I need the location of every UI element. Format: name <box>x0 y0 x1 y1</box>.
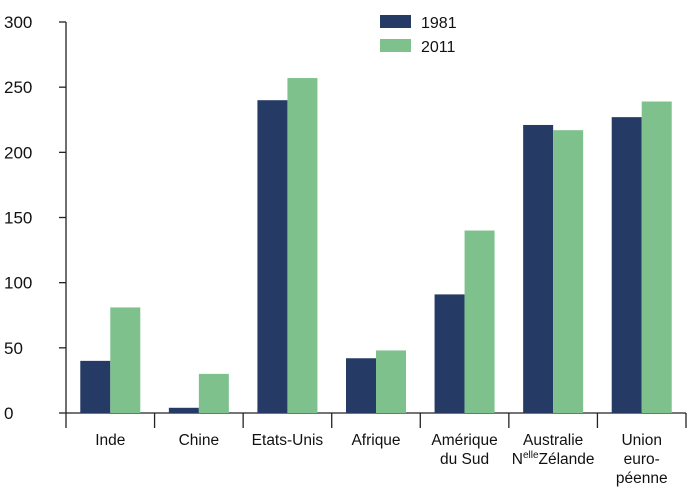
x-tick-label: Inde <box>95 432 125 449</box>
legend: 1981 2011 <box>380 15 457 56</box>
legend-swatch-1981 <box>380 15 411 28</box>
bar-2011 <box>287 78 318 413</box>
bar-2011 <box>641 101 672 414</box>
legend-label-1981: 1981 <box>421 15 457 32</box>
x-tick-label: Etats-Unis <box>252 432 324 449</box>
y-tick-label: 0 <box>4 404 13 423</box>
x-tick-label: Union <box>621 432 662 449</box>
x-tick-label: Australie <box>523 432 583 449</box>
y-tick-label: 150 <box>4 209 32 228</box>
bar-1981 <box>80 360 111 413</box>
bar-1981 <box>434 294 465 413</box>
x-tick-label: Chine <box>179 432 220 449</box>
labels-layer: 0 50 100 150 200 250 300 Inde Chine Etats-Unis Afr… <box>4 13 668 487</box>
y-tick-label: 250 <box>4 78 32 97</box>
x-tick-label: Amérique <box>431 432 497 449</box>
y-tick-label: 200 <box>4 143 32 162</box>
bar-2011 <box>198 373 229 413</box>
bar-1981 <box>346 358 376 413</box>
bar-1981 <box>523 124 554 414</box>
bar-2011 <box>553 130 584 413</box>
x-tick-label: péenne <box>616 470 668 487</box>
x-tick-label: Afrique <box>351 432 400 449</box>
bar-1981 <box>168 407 199 413</box>
bar-1981 <box>611 117 642 413</box>
bar-1981 <box>257 100 288 413</box>
bar-2011 <box>376 350 406 413</box>
y-tick-label: 300 <box>4 13 32 32</box>
legend-label-2011: 2011 <box>421 39 456 56</box>
x-tick-label: euro- <box>624 451 660 468</box>
bar-2011 <box>464 230 495 413</box>
y-tick-label: 100 <box>4 274 32 293</box>
bars-layer <box>80 78 672 414</box>
y-tick-label: 50 <box>4 339 23 358</box>
bar-2011 <box>110 307 141 413</box>
x-tick-label: NelleZélande <box>512 450 595 468</box>
legend-swatch-2011 <box>380 39 411 52</box>
x-tick-label: du Sud <box>440 451 489 468</box>
